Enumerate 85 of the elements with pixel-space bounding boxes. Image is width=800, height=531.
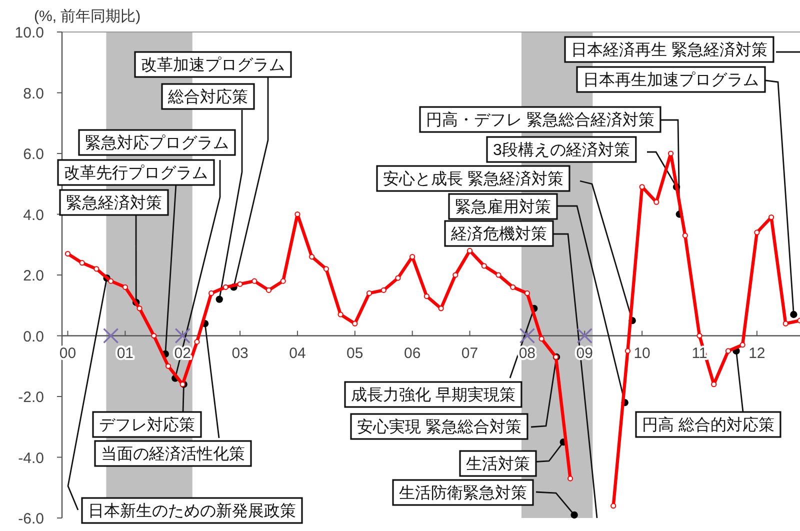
- y-tick-label: 6.0: [23, 146, 44, 163]
- point: [466, 248, 473, 254]
- annotation: 緊急対応プログラム: [85, 134, 229, 152]
- point: [79, 260, 85, 266]
- x-tick-label: 08: [518, 344, 536, 362]
- point: [782, 320, 788, 326]
- point: [496, 272, 502, 278]
- annotation: 安心実現 緊急総合対策: [357, 418, 522, 436]
- point: [481, 263, 487, 269]
- point: [380, 287, 386, 293]
- point: [237, 281, 243, 287]
- point: [338, 312, 344, 318]
- point: [725, 348, 732, 354]
- annotation: 経済危機対策: [450, 225, 547, 243]
- point: [452, 272, 458, 278]
- point: [108, 278, 114, 284]
- point: [538, 336, 544, 342]
- point: [395, 275, 401, 281]
- annotation: 3段構えの経済対策: [493, 141, 630, 159]
- point: [567, 476, 574, 482]
- y-tick-label: -2.0: [18, 389, 44, 406]
- annotation: 日本再生加速プログラム: [583, 71, 759, 89]
- x-tick-label: 10: [634, 344, 650, 362]
- annotation: 生活防衛緊急対策: [399, 484, 527, 502]
- x-tick-label: 04: [289, 344, 306, 362]
- annotation: 安心と成長 緊急経済対策: [383, 170, 564, 188]
- point: [740, 342, 746, 348]
- point: [136, 306, 142, 312]
- point: [208, 290, 214, 296]
- annotation: デフレ対応策: [99, 416, 195, 434]
- x-tick-label: 07: [461, 344, 478, 362]
- y-tick-label: -4.0: [18, 450, 44, 467]
- point: [438, 306, 444, 312]
- point: [576, 328, 592, 344]
- annotation: 改革加速プログラム: [141, 56, 285, 74]
- x-tick-label: 03: [232, 344, 248, 362]
- point: [151, 332, 157, 339]
- point: [754, 230, 760, 236]
- x-tick-label: 12: [748, 344, 766, 362]
- x-tick-label: 06: [404, 344, 421, 362]
- y-tick-label: 10.0: [14, 24, 44, 42]
- annotation: 当面の経済活性化策: [101, 445, 245, 463]
- point: [174, 328, 190, 344]
- y-tick-label: 2.0: [23, 268, 44, 284]
- point: [280, 278, 286, 284]
- annotation: 改革先行プログラム: [64, 164, 208, 182]
- point: [309, 254, 315, 260]
- y-axis-title: (%, 前年同期比): [34, 8, 141, 25]
- x-tick-label: 01: [116, 344, 134, 362]
- point: [366, 290, 372, 296]
- x-tick-label: 05: [346, 344, 364, 362]
- annotation: 緊急経済対策: [66, 194, 162, 212]
- point: [103, 328, 119, 344]
- point: [194, 339, 200, 345]
- y-tick-label: 0.0: [23, 328, 44, 346]
- annotation: 生活対策: [466, 455, 530, 473]
- point: [352, 320, 358, 326]
- point: [122, 284, 128, 290]
- point: [252, 278, 258, 284]
- annotation: 円高 総合的対応策: [642, 416, 774, 434]
- point: [424, 293, 430, 300]
- y-tick-label: 8.0: [23, 85, 44, 102]
- point: [64, 250, 71, 257]
- point: [610, 503, 616, 509]
- point: [639, 184, 645, 190]
- point: [668, 150, 674, 156]
- point: [624, 348, 631, 354]
- point: [696, 332, 702, 339]
- annotation: 成長力強化 早期実現策: [351, 386, 516, 404]
- annotation: 円高・デフレ 緊急総合経済対策: [426, 111, 654, 129]
- point: [165, 363, 172, 369]
- point: [524, 290, 530, 296]
- annotation: 日本経済再生 緊急経済対策: [571, 41, 768, 59]
- annotation: 緊急雇用対策: [455, 198, 551, 216]
- point: [323, 266, 329, 272]
- y-tick-label: 4.0: [23, 206, 44, 224]
- point: [682, 232, 688, 238]
- point: [519, 328, 535, 344]
- point: [510, 284, 516, 290]
- point: [94, 266, 100, 272]
- annotation: 総合対応策: [167, 88, 248, 106]
- point: [266, 287, 272, 293]
- point: [222, 284, 228, 290]
- annotation: 日本新生のための新発展政策: [88, 502, 296, 520]
- y-tick-label: -6.0: [18, 510, 44, 528]
